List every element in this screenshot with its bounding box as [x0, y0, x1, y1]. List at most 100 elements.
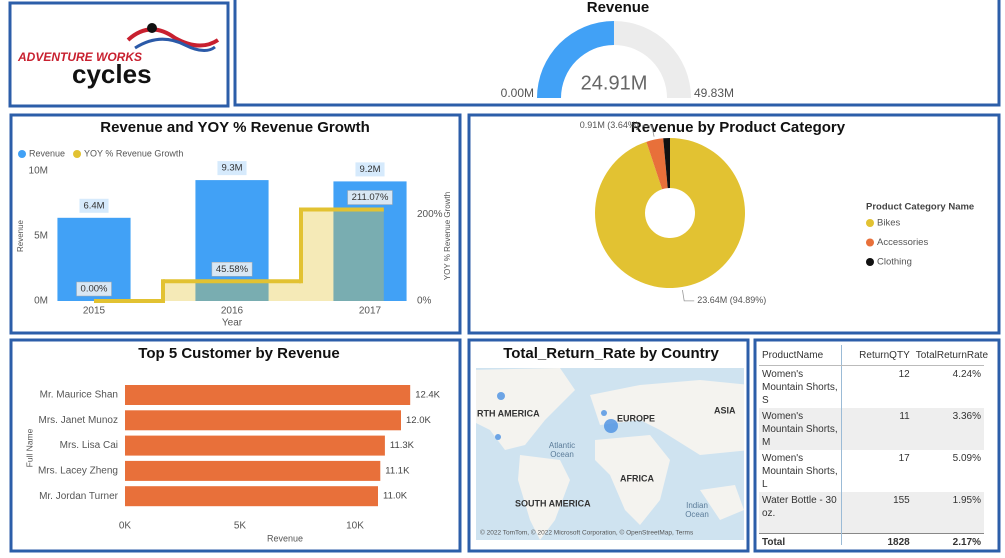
x-tick-label: 2015 — [83, 306, 106, 317]
map-label: EUROPE — [617, 413, 655, 423]
map-bubble — [497, 392, 505, 400]
x-tick-label: 5K — [234, 521, 247, 532]
table-cell: 1.95% — [912, 492, 984, 534]
y-tick-label: Mr. Maurice Shan — [40, 390, 118, 401]
data-label-box — [76, 281, 112, 297]
table-cell: Women's Mountain Shorts, L — [759, 450, 842, 492]
gauge-tick-label: 0.00M — [501, 86, 534, 100]
data-label-box — [79, 198, 109, 213]
table-row: Women's Mountain Shorts, L 17 5.09% — [759, 450, 984, 492]
donut-slice — [663, 138, 670, 189]
table-cell: 17 — [898, 453, 910, 464]
map-title: Total_Return_Rate by Country — [503, 345, 719, 362]
data-label: 0.00% — [81, 284, 108, 295]
table-cell: 4.24% — [952, 369, 981, 380]
y-tick-label: 5M — [34, 231, 48, 242]
legend-label: YOY % Revenue Growth — [84, 148, 183, 158]
table: ProductName ReturnQTY TotalReturnRate Women… — [759, 345, 989, 545]
legend-marker — [866, 219, 874, 227]
legend-label: Clothing — [877, 257, 912, 268]
data-label-box — [355, 162, 385, 177]
donut-slice — [595, 138, 746, 289]
chart-title: Top 5 Customer by Revenue — [138, 345, 339, 362]
data-label: 12.0K — [406, 415, 431, 426]
map-label: SOUTH AMERICA — [515, 498, 591, 508]
gauge-value — [537, 21, 614, 99]
column-header: TotalReturnRate — [912, 345, 988, 366]
y2-tick-label: 0% — [417, 296, 432, 307]
map-label: AFRICA — [620, 473, 654, 483]
legend-label: Bikes — [877, 218, 900, 229]
leader-line — [641, 125, 655, 137]
data-label: 11.0K — [383, 491, 408, 502]
logo-swoosh — [126, 27, 220, 48]
table-cell: Women's Mountain Shorts, S — [759, 365, 842, 408]
land — [595, 435, 670, 525]
y-tick-label: Mrs. Lacey Zheng — [38, 466, 118, 477]
legend-marker — [866, 238, 874, 247]
data-label-box — [211, 261, 253, 277]
total-row: Total 1828 2.17% — [759, 533, 984, 545]
table-cell: 5.09% — [952, 453, 981, 464]
total-cell: Total — [759, 533, 842, 545]
table-cell: 11 — [841, 408, 913, 450]
data-label: 0.91M (3.64%) — [580, 120, 639, 130]
logo-text: ADVENTURE WORKS — [17, 50, 142, 64]
chart-title: Revenue — [587, 0, 650, 16]
x-tick-label: 10K — [346, 521, 364, 532]
table-row: Water Bottle - 30 oz. 155 1.95% — [759, 492, 984, 534]
x-tick-label: 0K — [119, 521, 132, 532]
map-bubble — [604, 419, 618, 433]
land — [476, 368, 575, 450]
y-tick-label: 10M — [29, 166, 48, 177]
step-area — [301, 209, 384, 301]
bar — [125, 385, 411, 405]
chart-title: Revenue and YOY % Revenue Growth — [100, 119, 370, 136]
table-row: Women's Mountain Shorts, S 12 4.24% — [759, 365, 984, 408]
data-label: 11.3K — [390, 440, 415, 451]
bar — [125, 435, 385, 456]
x-tick-label: 2016 — [221, 306, 244, 317]
map-label: Atlantic — [549, 441, 575, 450]
land — [518, 455, 570, 540]
table-cell: 155 — [841, 492, 913, 534]
x-axis-label: Year — [222, 318, 243, 329]
data-label: 9.3M — [221, 163, 242, 174]
data-label-box — [347, 190, 393, 205]
y-tick-label: Mrs. Lisa Cai — [60, 440, 118, 451]
bar — [125, 486, 378, 507]
legend-label: Accessories — [877, 237, 928, 248]
land — [700, 485, 744, 520]
x-tick-label: 2017 — [359, 306, 382, 317]
map-label: ASIA — [714, 405, 736, 415]
donut-slice — [646, 138, 668, 190]
data-label: 11.1K — [385, 465, 410, 476]
y2-axis-label: YOY % Revenue Growth — [443, 192, 452, 280]
legend-label: Revenue — [29, 148, 65, 158]
y-axis-label: Revenue — [16, 219, 25, 252]
gauge-panel — [233, 0, 1001, 107]
y-tick-label: 0M — [34, 296, 48, 307]
map-attribution: © 2022 TomTom, © 2022 Microsoft Corporat… — [480, 529, 694, 537]
y-tick-label: Mr. Jordan Turner — [39, 491, 119, 502]
logo-panel — [8, 1, 230, 108]
column-header: ReturnQTY — [841, 345, 913, 366]
leader-line — [682, 289, 695, 302]
map-label: Ocean — [550, 450, 574, 459]
bar — [125, 460, 381, 481]
table-cell: Women's Mountain Shorts, M — [759, 408, 842, 450]
total-cell: 2.17% — [912, 533, 984, 545]
data-label: 9.2M — [359, 164, 380, 175]
table-cell: 3.36% — [912, 408, 984, 450]
total-cell: 1828 — [841, 533, 913, 545]
legend-marker — [18, 150, 26, 158]
logo-rider — [147, 23, 157, 33]
step-area — [163, 281, 301, 301]
data-label: 211.07% — [352, 192, 389, 203]
data-table: ProductName ReturnQTY TotalReturnRate Women… — [759, 345, 988, 545]
data-label: 23.64M (94.89%) — [697, 295, 766, 305]
map: RTH AMERICA EUROPE ASIA Atlantic Ocean A… — [476, 368, 744, 540]
data-label: 6.4M — [83, 200, 104, 211]
x-axis-label: Revenue — [267, 533, 303, 543]
